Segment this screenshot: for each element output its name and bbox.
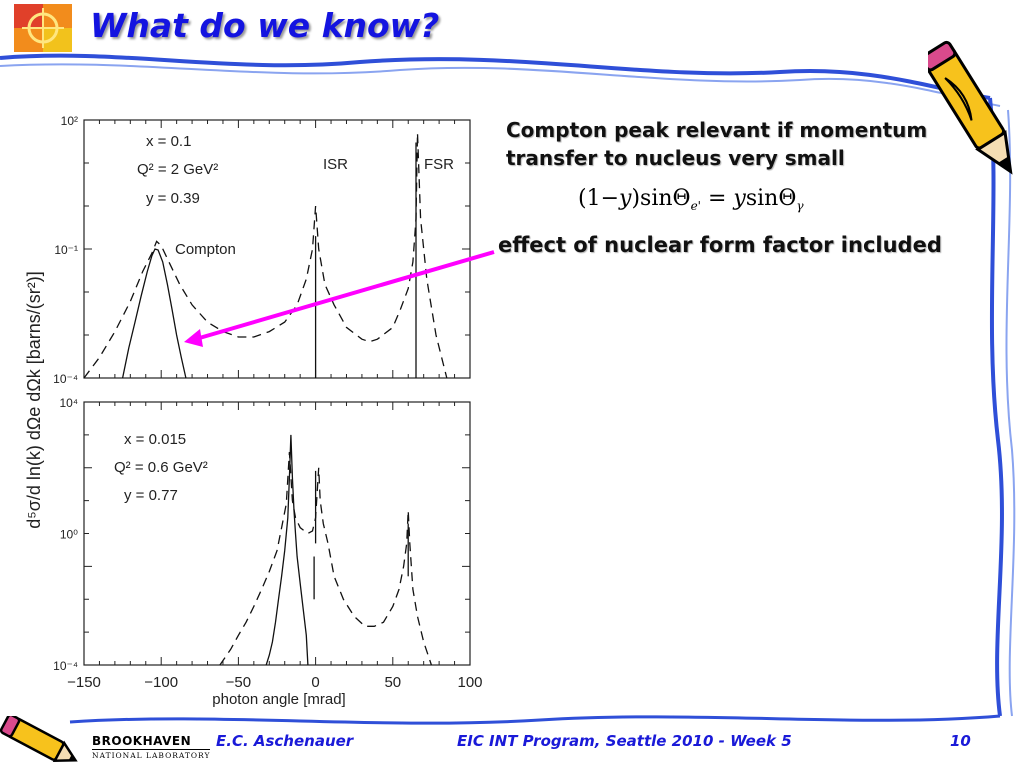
- footer-author: E.C. Aschenauer: [216, 732, 354, 750]
- x-axis-label: photon angle [mrad]: [212, 691, 345, 708]
- annotation-compton: Compton: [175, 241, 236, 258]
- eq-mid: )sinΘ: [631, 186, 691, 211]
- series-line-bottom-1: [265, 434, 309, 666]
- eq-y: y: [619, 186, 632, 211]
- kinematics-equation: (1−y)sinΘe' = ysinΘγ: [578, 186, 804, 213]
- y-tick-label: 10⁻⁴: [53, 372, 78, 386]
- y-tick-label: 10⁻⁴: [53, 659, 78, 673]
- eq-sub1: e': [690, 199, 701, 213]
- eq-lhs: (1−: [578, 186, 620, 211]
- annotation-x: x = 0.015: [124, 431, 186, 448]
- y-tick-label: 10⁴: [59, 396, 78, 410]
- annotation-q2: Q² = 2 GeV²: [137, 161, 218, 178]
- eq-y2: y: [733, 186, 746, 211]
- x-tick-label: −50: [226, 674, 251, 691]
- y-tick-label: 10⁻¹: [54, 243, 78, 257]
- pencil-icon: [928, 40, 1013, 175]
- annotation-isr: ISR: [323, 156, 348, 173]
- y-tick-label: 10²: [61, 114, 78, 128]
- x-tick-label: 50: [384, 674, 401, 691]
- lab-logo: BROOKHAVEN NATIONAL LABORATORY: [92, 734, 211, 760]
- annotation-x: x = 0.1: [146, 133, 191, 150]
- page-number: 10: [950, 732, 971, 750]
- annotation-fsr: FSR: [424, 156, 454, 173]
- plot-frame-top: [83, 119, 471, 379]
- pointer-arrow-line: [195, 250, 495, 341]
- series-line-top-1: [121, 248, 187, 379]
- arrow-label: effect of nuclear form factor included: [498, 233, 942, 257]
- x-tick-label: −150: [67, 674, 101, 691]
- x-tick-label: −100: [144, 674, 178, 691]
- series-line-bottom-0: [219, 452, 433, 666]
- eq-equals: =: [700, 186, 734, 211]
- pointer-arrow-head: [184, 329, 203, 347]
- lab-name: BROOKHAVEN: [92, 734, 192, 748]
- footer-pencil-icon: [0, 716, 78, 762]
- note-line-1: Compton peak relevant if momentum: [506, 118, 928, 142]
- annotation-q2: Q² = 0.6 GeV²: [114, 459, 208, 476]
- note-line-2: transfer to nucleus very small: [506, 146, 845, 170]
- annotation-y: y = 0.77: [124, 487, 178, 504]
- x-tick-label: 0: [311, 674, 319, 691]
- page-title: What do we know?: [90, 6, 440, 45]
- footer-program: EIC INT Program, Seattle 2010 - Week 5: [457, 732, 792, 750]
- eq-rhs: sinΘ: [745, 186, 797, 211]
- x-tick-label: 100: [457, 674, 482, 691]
- compton-note: Compton peak relevant if momentum transf…: [506, 116, 927, 172]
- lab-subtitle: NATIONAL LABORATORY: [92, 749, 211, 760]
- eq-sub2: γ: [796, 199, 804, 213]
- series-line-top-0: [83, 132, 448, 379]
- y-axis-label: d⁵σ/d ln(k) dΩe dΩk [barns/(sr²)]: [24, 271, 44, 529]
- y-tick-label: 10⁰: [60, 528, 78, 542]
- logo-icon: [14, 4, 72, 52]
- annotation-y: y = 0.39: [146, 190, 200, 207]
